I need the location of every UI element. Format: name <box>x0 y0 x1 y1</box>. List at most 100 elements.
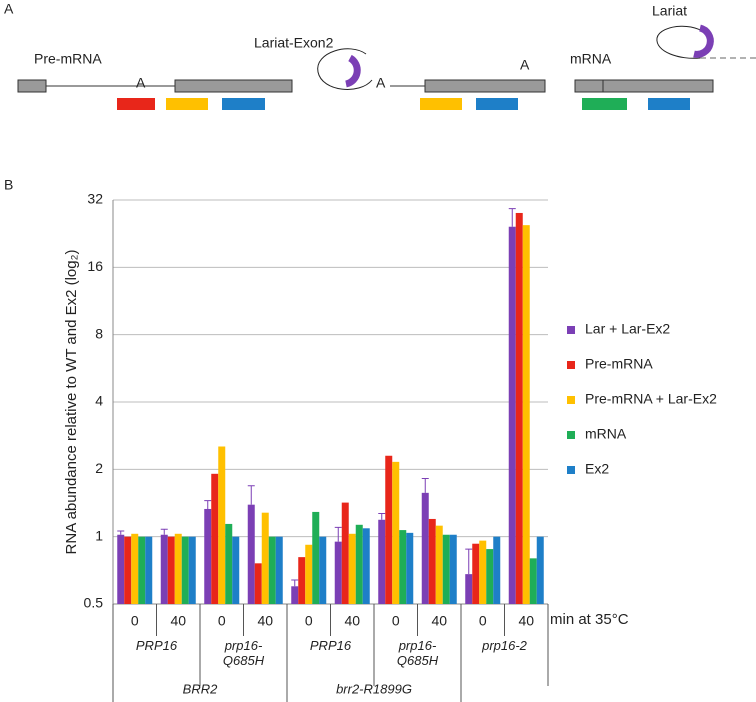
branch-point: A <box>136 75 146 91</box>
error-bar <box>204 500 212 509</box>
legend-swatch <box>567 466 575 474</box>
bar <box>442 534 450 604</box>
bar <box>428 518 436 604</box>
bar <box>435 525 443 604</box>
exon <box>424 79 546 93</box>
lariat-loop <box>317 48 373 90</box>
bar <box>131 533 139 604</box>
x-tick-label: 40 <box>518 613 534 629</box>
bar <box>399 530 407 604</box>
bar <box>486 549 494 604</box>
bar <box>305 544 313 604</box>
x-tick-label: 40 <box>170 613 186 629</box>
error-bar <box>421 477 429 493</box>
bar <box>117 534 125 604</box>
y-tick-label: 1 <box>95 527 103 543</box>
exon <box>17 79 47 93</box>
diagram-label: Lariat <box>652 3 687 19</box>
bar <box>181 536 189 604</box>
probe <box>222 98 265 110</box>
y-tick-label: 2 <box>95 460 103 476</box>
panel-label: B <box>4 177 13 193</box>
error-bar <box>378 512 386 520</box>
probe <box>117 98 155 110</box>
probe <box>166 98 208 110</box>
legend-swatch <box>567 396 575 404</box>
bar <box>479 540 487 604</box>
group-label: BRR2 <box>183 681 218 696</box>
probe <box>582 98 627 110</box>
bar <box>493 536 501 604</box>
group-label: prp16-Q685H <box>222 638 265 668</box>
bar <box>392 461 400 604</box>
legend-swatch <box>567 361 575 369</box>
y-axis-label: RNA abundance relative to WT and Ex2 (lo… <box>63 250 80 555</box>
y-tick-label: 32 <box>87 191 103 207</box>
x-tick-label: 40 <box>431 613 447 629</box>
group-label: PRP16 <box>135 638 178 653</box>
group-label: prp16-2 <box>482 638 527 653</box>
bar <box>334 541 342 604</box>
panel-label: A <box>4 1 14 17</box>
bar <box>232 536 240 604</box>
bar <box>145 536 153 604</box>
bar <box>138 536 146 604</box>
bar <box>275 536 283 604</box>
bar <box>508 226 516 604</box>
diagram-label: Pre-mRNA <box>34 51 102 67</box>
y-tick-label: 16 <box>87 258 103 274</box>
bar <box>268 536 276 604</box>
diagram-label: Lariat-Exon2 <box>254 35 334 51</box>
x-tick-label: 40 <box>257 613 273 629</box>
bar <box>174 533 182 604</box>
bar <box>298 557 306 604</box>
bar <box>472 543 480 604</box>
bar <box>348 533 356 604</box>
exon <box>602 79 714 93</box>
y-tick-label: 4 <box>95 393 103 409</box>
error-bar <box>160 528 168 535</box>
x-tick-label: 40 <box>344 613 360 629</box>
error-bar <box>508 208 516 227</box>
bar <box>341 502 349 604</box>
error-bar <box>465 548 473 575</box>
bar <box>211 473 219 604</box>
error-bar <box>334 526 342 542</box>
probe <box>476 98 518 110</box>
lariat-probe <box>693 24 714 58</box>
bar <box>247 504 255 604</box>
bar <box>465 574 473 604</box>
bar <box>188 536 196 604</box>
bar <box>254 563 262 604</box>
x-tick-label: 0 <box>392 613 400 629</box>
lariat-probe <box>344 54 361 88</box>
bar <box>204 508 212 604</box>
y-tick-label: 8 <box>95 325 103 341</box>
bar <box>291 586 299 604</box>
legend-label: Pre-mRNA <box>585 356 653 372</box>
legend-label: mRNA <box>585 426 627 442</box>
bar <box>449 534 457 604</box>
bar <box>124 536 132 604</box>
bar <box>529 558 537 604</box>
legend-label: Ex2 <box>585 461 609 477</box>
lariat-loop <box>656 25 713 59</box>
legend-swatch <box>567 326 575 334</box>
y-tick-label: 0.5 <box>84 595 104 611</box>
bar <box>385 455 393 604</box>
bar <box>160 534 168 604</box>
diagram-label: mRNA <box>570 51 612 67</box>
probe <box>648 98 690 110</box>
group-label: brr2-R1899G <box>336 681 412 696</box>
bar <box>319 536 327 604</box>
bar <box>355 524 363 604</box>
x-tick-label: 0 <box>218 613 226 629</box>
bar <box>406 532 414 604</box>
error-bar <box>291 579 299 587</box>
x-tick-label: 0 <box>131 613 139 629</box>
bar <box>421 492 429 604</box>
bar <box>378 519 386 604</box>
bar <box>522 225 530 605</box>
branch-point: A <box>520 57 530 73</box>
